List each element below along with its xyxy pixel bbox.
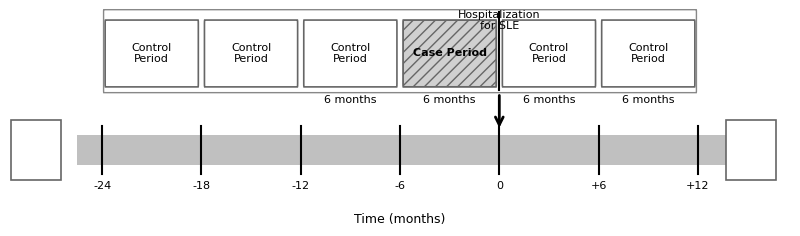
Text: Time (months): Time (months) [354,213,446,226]
FancyBboxPatch shape [403,20,496,87]
FancyBboxPatch shape [602,20,695,87]
Text: Case Period: Case Period [413,48,486,59]
Text: Jan.
2011: Jan. 2011 [22,139,50,161]
Text: 6 months: 6 months [522,95,575,105]
FancyBboxPatch shape [105,20,198,87]
FancyBboxPatch shape [205,20,298,87]
Text: Control
Period: Control Period [628,43,668,64]
Text: -6: -6 [394,181,406,191]
FancyBboxPatch shape [10,120,61,180]
Text: Hospitalization
for SLE: Hospitalization for SLE [458,10,541,31]
Text: -18: -18 [192,181,210,191]
Text: 0: 0 [496,181,503,191]
FancyBboxPatch shape [726,120,776,180]
Text: 6 months: 6 months [324,95,377,105]
Text: -12: -12 [292,181,310,191]
FancyBboxPatch shape [78,135,734,165]
Text: -24: -24 [93,181,111,191]
Text: Control
Period: Control Period [529,43,569,64]
Text: +12: +12 [686,181,710,191]
Text: Control
Period: Control Period [132,43,172,64]
FancyBboxPatch shape [502,20,595,87]
FancyBboxPatch shape [304,20,397,87]
Text: 6 months: 6 months [622,95,674,105]
Text: 6 months: 6 months [423,95,476,105]
Text: +6: +6 [590,181,606,191]
Text: Dec.
2021: Dec. 2021 [737,139,765,161]
Text: Control
Period: Control Period [330,43,370,64]
Text: Control
Period: Control Period [231,43,271,64]
